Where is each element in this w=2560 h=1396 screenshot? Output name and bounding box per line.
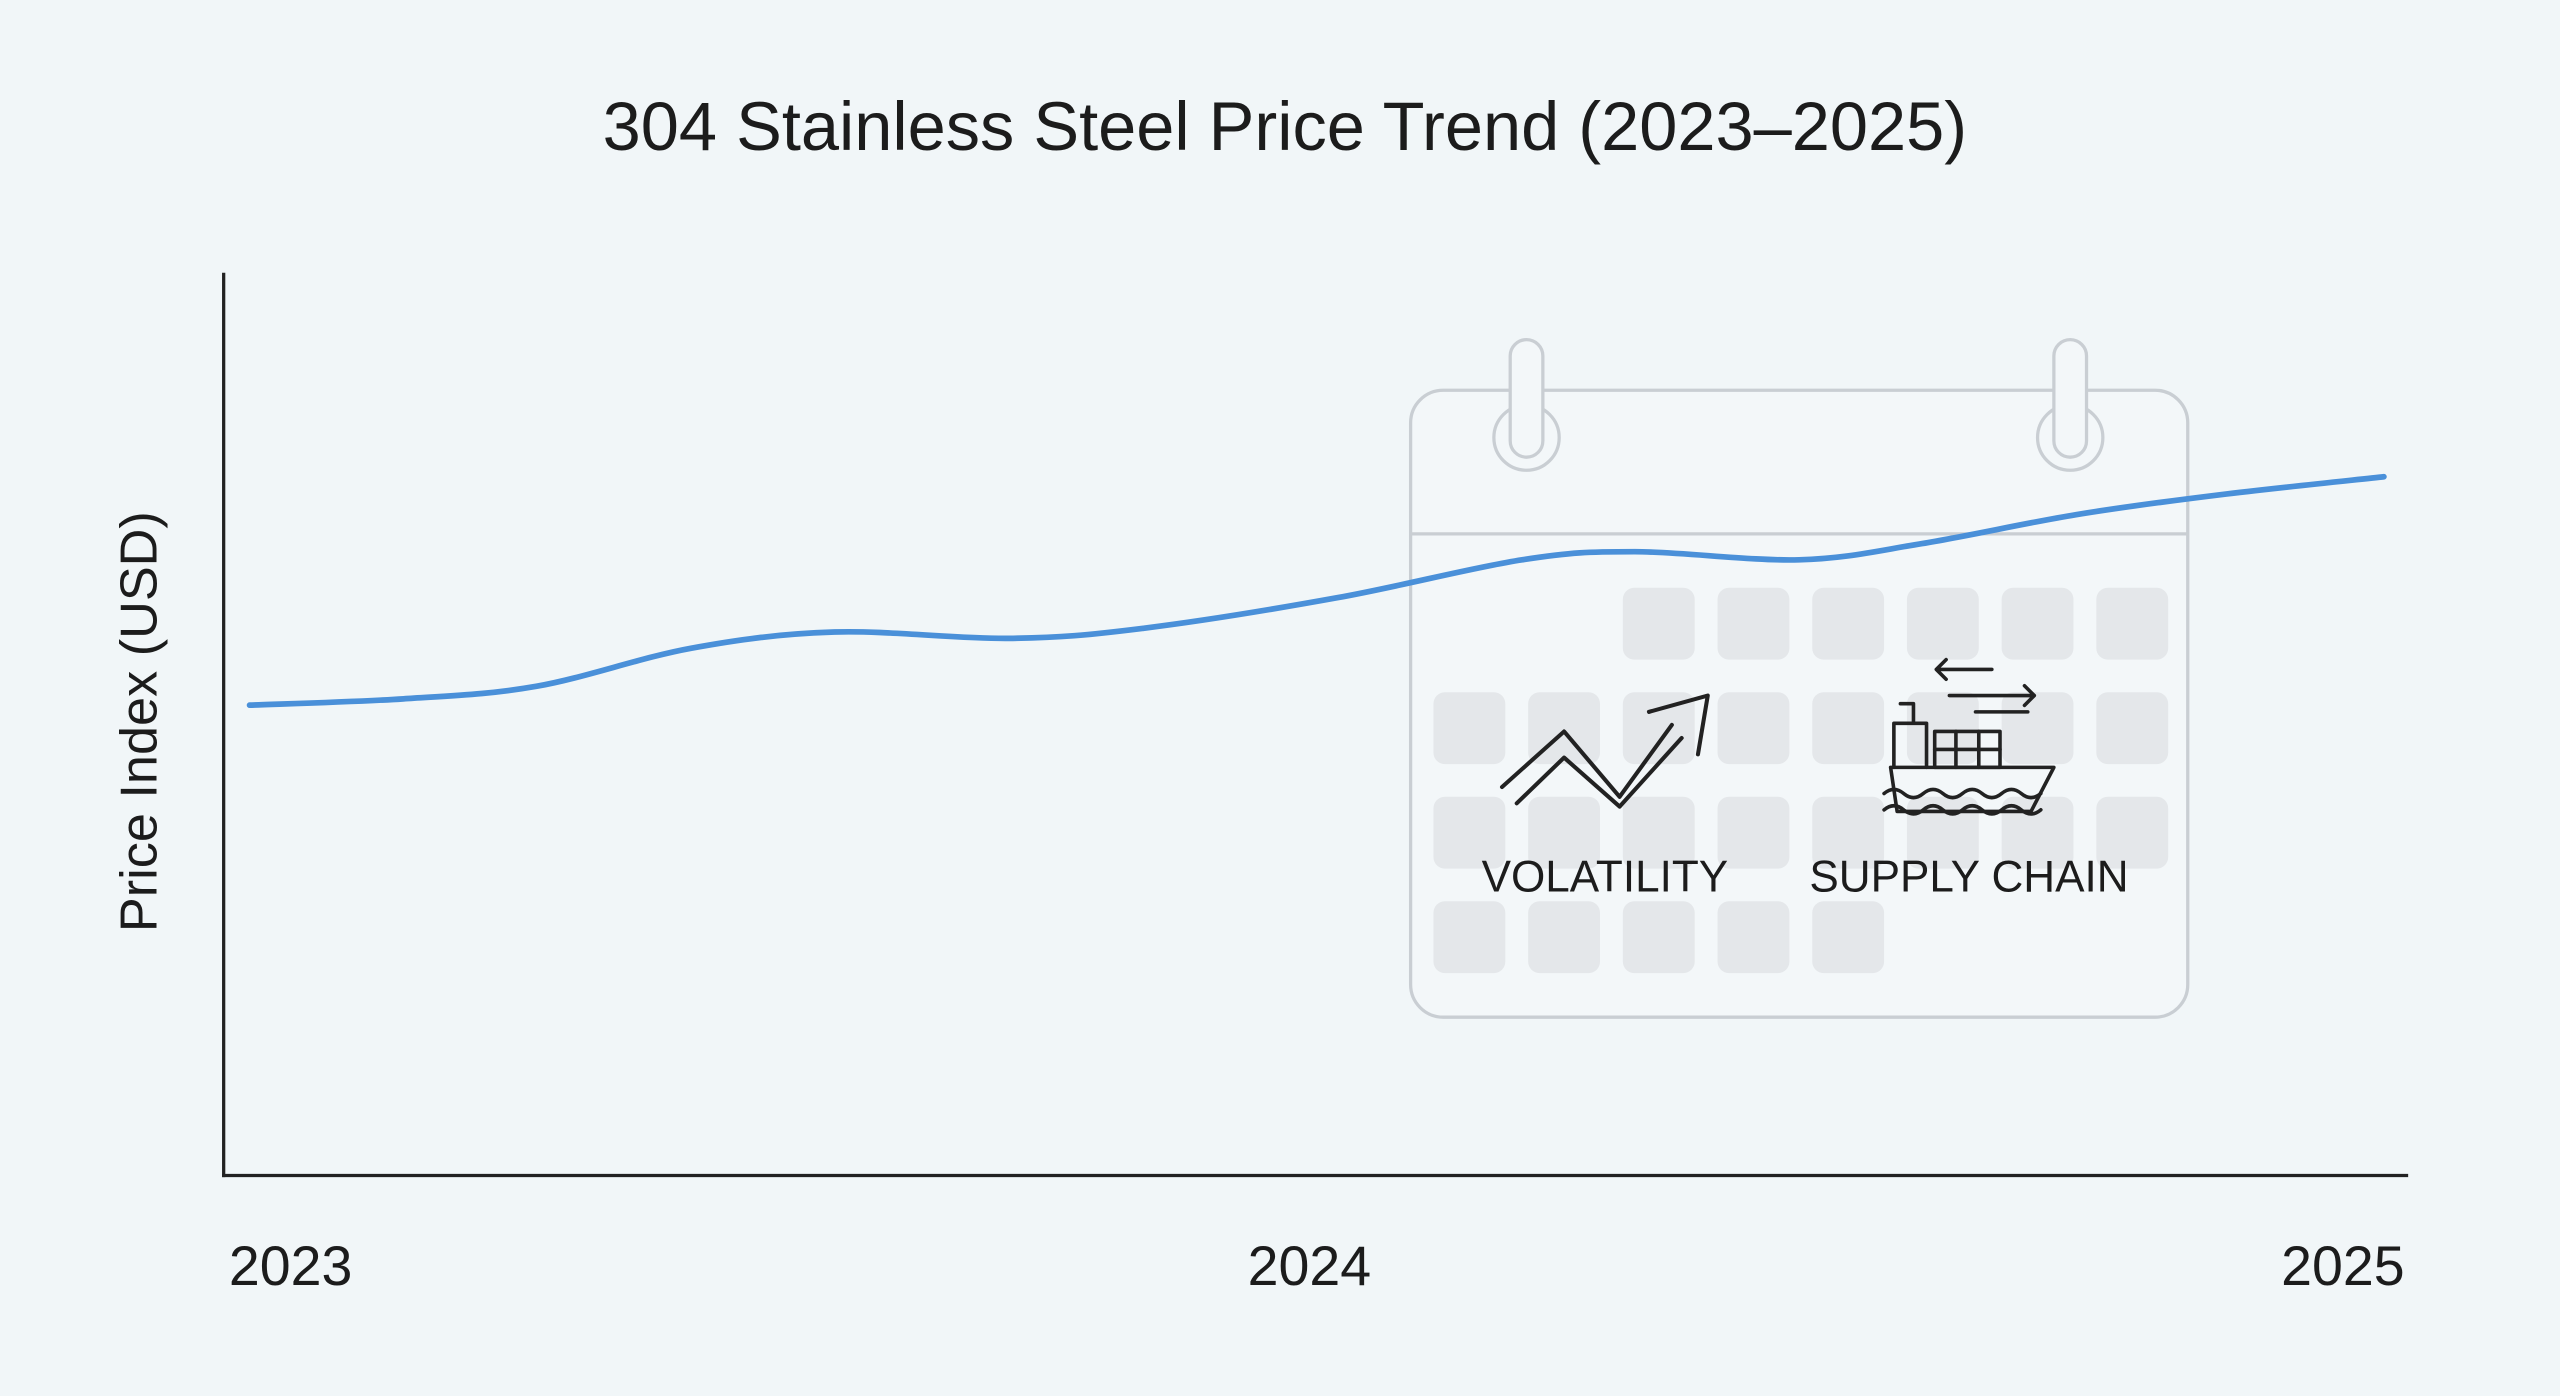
calendar-day-cell (2001, 692, 2074, 765)
supply-chain-label: SUPPLY CHAIN (1809, 852, 2128, 901)
calendar-day-cell (1622, 901, 1695, 974)
calendar-day-cell (1622, 796, 1695, 869)
calendar-day-cell (1717, 796, 1790, 869)
x-tick-label: 2023 (229, 1235, 352, 1297)
calendar-day-cell (1906, 692, 1979, 765)
volatility-label: VOLATILITY (1482, 852, 1729, 901)
zigzag-arrow-up-icon (1500, 693, 1710, 809)
calendar-day-cell (1812, 692, 1885, 765)
calendar-day-cell (1812, 587, 1885, 660)
calendar-day-cell (2001, 796, 2074, 869)
cargo-ship-icon (1882, 657, 2056, 816)
calendar-day-cell (1433, 692, 1506, 765)
calendar-day-cell (1433, 796, 1506, 869)
calendar-day-cell (1717, 901, 1790, 974)
calendar-day-cell (1717, 587, 1790, 660)
calendar-day-cell (1528, 901, 1600, 974)
calendar-day-cell (1812, 796, 1885, 869)
calendar-day-cell (1906, 796, 1979, 869)
calendar-day-cell (1433, 901, 1506, 974)
calendar-day-cell (2096, 692, 2169, 765)
y-axis-label: Price Index (USD) (111, 511, 169, 932)
chart-title: 304 Stainless Steel Price Trend (2023–20… (603, 88, 1967, 165)
series-line (246, 473, 2387, 709)
calendar-day-cell (2096, 587, 2169, 660)
calendar-day-cell (1812, 901, 1885, 974)
calendar-icon (1408, 338, 2190, 1019)
calendar-day-cell (1528, 796, 1600, 869)
x-tick-label: 2024 (1248, 1235, 1371, 1297)
calendar-day-cell (2001, 587, 2074, 660)
calendar-day-cell (2096, 796, 2169, 869)
calendar-day-cell (1717, 692, 1790, 765)
x-tick-label: 2025 (2281, 1235, 2404, 1297)
calendar-day-cell (1622, 587, 1695, 660)
calendar-day-cell (1906, 587, 1979, 660)
